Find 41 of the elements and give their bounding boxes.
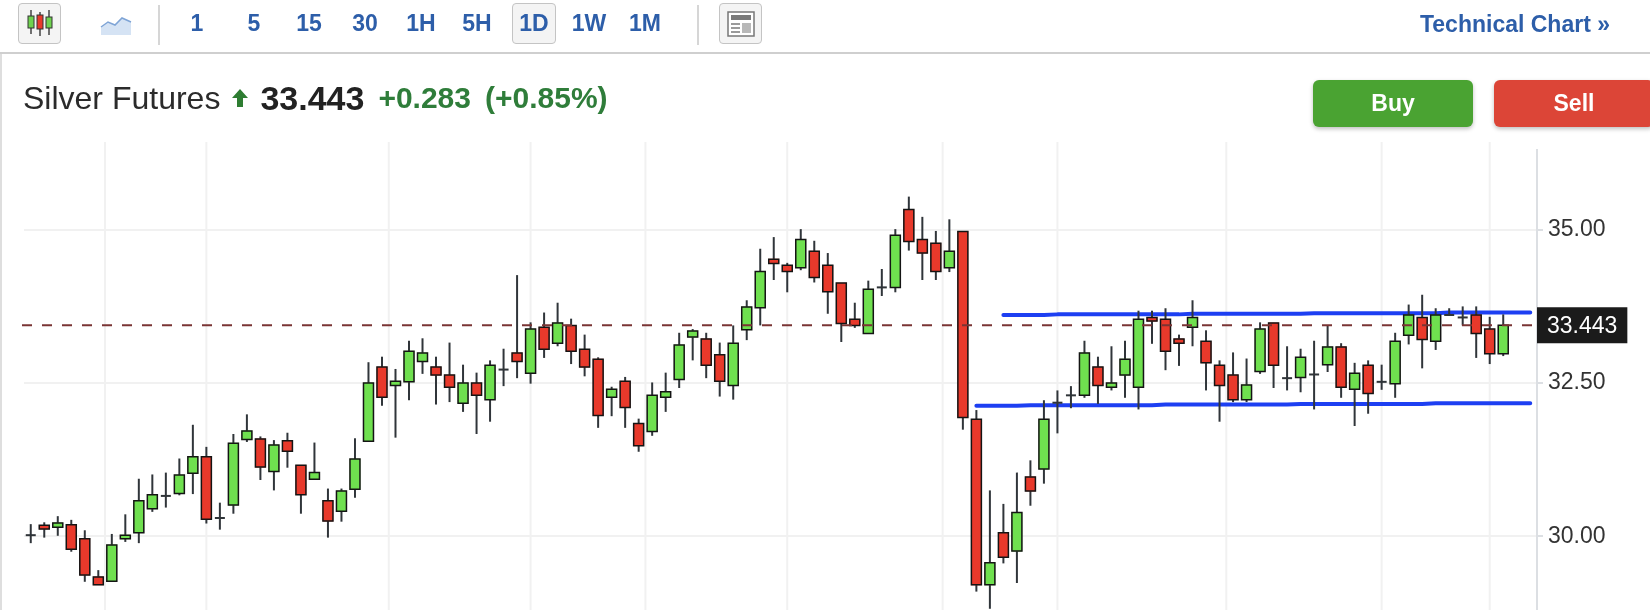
text: (+0.85%): [484, 81, 608, 115]
y-tick-label: 32.50: [1548, 368, 1606, 395]
chart-title: Silver Futures: [23, 79, 221, 117]
icon-button[interactable]: [719, 3, 762, 44]
text: 1W: [571, 9, 607, 38]
candlestick: [1064, 385, 1077, 410]
candlestick: [1119, 339, 1131, 399]
text: 5H: [462, 9, 492, 38]
action-button[interactable]: Sell: [1494, 80, 1650, 127]
candlestick: [984, 489, 996, 610]
text: 5: [247, 9, 261, 38]
candlestick: [213, 501, 226, 531]
candlestick: [1375, 363, 1388, 391]
candlestick: [497, 347, 510, 388]
candlestick: [1308, 339, 1321, 411]
text: 1H: [406, 9, 436, 38]
candlestick: [1173, 333, 1185, 367]
text: Technical Chart »: [1419, 10, 1610, 39]
action-button[interactable]: Buy: [1313, 80, 1473, 127]
candlestick: [159, 471, 172, 509]
candlestick: [1443, 307, 1456, 316]
candlestick: [322, 487, 334, 539]
text: +0.283: [378, 81, 471, 115]
candlestick: [24, 523, 37, 545]
text: 30: [352, 9, 378, 38]
text: 15: [296, 9, 322, 38]
candlestick: [52, 515, 64, 537]
y-tick-label: 30.00: [1548, 521, 1606, 548]
candlestick: [740, 299, 753, 342]
y-tick-label: 35.00: [1548, 215, 1606, 242]
candlestick: [1051, 389, 1064, 435]
icon-button[interactable]: [18, 3, 61, 44]
candlestick: [430, 355, 442, 406]
text: 33.443: [260, 78, 365, 118]
candlestick: [1456, 305, 1469, 327]
candlestick: [875, 267, 888, 297]
text: 1M: [629, 9, 661, 38]
candlestick: [1281, 345, 1294, 392]
ref-line-label: 33.443: [1547, 311, 1618, 338]
text: 1: [190, 9, 204, 38]
toggle-button[interactable]: 1D: [512, 3, 556, 44]
